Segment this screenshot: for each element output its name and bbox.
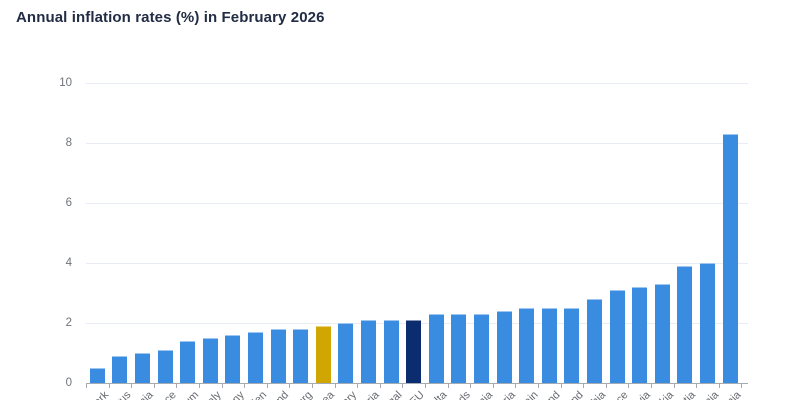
bar-belgium[interactable] (180, 341, 196, 383)
bar-spain[interactable] (519, 308, 535, 383)
gridline-y6 (86, 203, 749, 204)
x-axis-tick (651, 383, 652, 388)
x-axis-tick (628, 383, 630, 388)
x-axis-label-denmark: Denmark (71, 389, 111, 400)
bar-croatia[interactable] (677, 266, 693, 383)
bar-finland[interactable] (541, 308, 557, 383)
x-axis-tick (492, 383, 494, 388)
x-axis-tick (605, 383, 607, 388)
x-axis-label-eu: EU (407, 389, 428, 400)
x-axis-tick (447, 383, 449, 388)
bar-ireland[interactable] (270, 329, 286, 383)
x-axis-tick (379, 383, 381, 388)
bar-poland[interactable] (564, 308, 580, 383)
bar-eu[interactable] (406, 320, 422, 383)
bar-portugal[interactable] (383, 320, 399, 383)
bar-cyprus[interactable] (112, 356, 128, 383)
gridline-y4 (86, 263, 749, 264)
bar-lithuania[interactable] (474, 314, 489, 383)
y-axis-tick-label: 8 (65, 137, 72, 149)
x-axis-tick (560, 383, 562, 388)
bar-latvia[interactable] (632, 287, 648, 383)
bar-denmark[interactable] (89, 368, 105, 383)
bar-slovakia[interactable] (654, 284, 670, 383)
bar-austria[interactable] (361, 320, 376, 383)
x-axis-tick (176, 383, 178, 388)
x-axis-tick (515, 383, 517, 388)
bar-sweden[interactable] (248, 332, 263, 383)
bar-luxembourg[interactable] (293, 329, 309, 383)
gridline-y8 (86, 143, 749, 144)
x-axis-tick (538, 383, 539, 388)
y-axis-tick-label: 4 (65, 257, 72, 269)
x-axis-line (86, 383, 749, 384)
gridline-y10 (86, 83, 749, 84)
bar-euro-area[interactable] (315, 326, 331, 383)
bar-malta[interactable] (428, 314, 444, 383)
x-axis-tick (131, 383, 133, 388)
x-axis-tick (718, 383, 720, 388)
bar-estonia[interactable] (700, 263, 715, 383)
x-axis-tick (741, 383, 743, 388)
x-axis-tick (199, 383, 200, 388)
y-axis-tick-label: 10 (59, 77, 72, 89)
x-axis-label-malta: Malta (422, 389, 450, 400)
x-axis-tick (583, 383, 585, 388)
chart-title: Annual inflation rates (%) in February 2… (16, 9, 325, 26)
x-axis-tick (402, 383, 404, 388)
bar-romania[interactable] (722, 134, 738, 383)
x-axis-tick (673, 383, 675, 388)
x-axis-tick (153, 383, 155, 388)
bar-germany[interactable] (225, 335, 241, 383)
x-axis-tick (470, 383, 472, 388)
x-axis-tick (696, 383, 698, 388)
x-axis-tick (357, 383, 359, 388)
bar-czechia[interactable] (587, 299, 602, 383)
x-axis-tick (221, 383, 223, 388)
bar-slovenia[interactable] (135, 353, 150, 383)
x-axis-tick (425, 383, 426, 388)
bar-netherlands[interactable] (451, 314, 467, 383)
x-axis-tick (334, 383, 336, 388)
x-axis-tick (108, 383, 110, 388)
y-axis-tick-label: 6 (65, 197, 72, 209)
bar-italy[interactable] (202, 338, 218, 383)
x-axis-tick (312, 383, 313, 388)
x-axis-label-italy: Italy (201, 389, 224, 400)
x-axis-tick (289, 383, 291, 388)
bar-france[interactable] (157, 350, 173, 383)
bar-bulgaria[interactable] (496, 311, 512, 383)
x-axis-tick (266, 383, 268, 388)
x-axis-tick (86, 383, 87, 388)
x-axis-tick (244, 383, 246, 388)
bar-greece[interactable] (609, 290, 625, 383)
bar-hungary[interactable] (338, 323, 354, 383)
y-axis-tick-label: 2 (65, 317, 72, 329)
y-axis-tick-label: 0 (65, 377, 72, 389)
